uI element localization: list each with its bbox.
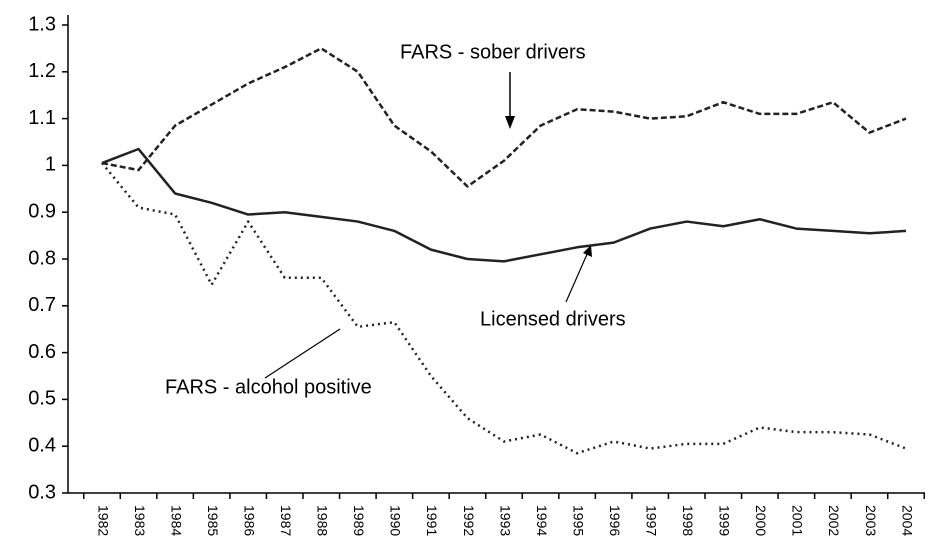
y-tick-label: 1.2 [28,60,56,82]
x-tick-label: 1989 [351,505,367,536]
y-tick-label: 1 [45,154,56,176]
x-tick-label: 1986 [241,505,257,536]
annotation: FARS - sober drivers [400,41,586,63]
x-tick-label: 1998 [680,505,696,536]
y-tick-label: 0.7 [28,294,56,316]
x-tick-label: 2000 [753,505,769,536]
series-line [101,47,907,188]
x-tick-label: 2003 [863,505,879,536]
x-tick-label: 1987 [278,505,294,536]
x-tick-label: 2002 [826,505,842,536]
y-tick-label: 0.3 [28,481,56,503]
y-tick-label: 1.3 [28,13,56,35]
x-tick-label: 1985 [205,505,221,536]
series-line [101,162,907,455]
x-tick-label: 1984 [168,505,184,536]
x-tick-label: 1999 [717,505,733,536]
y-tick-label: 0.8 [28,247,56,269]
x-tick-label: 1982 [95,505,111,536]
x-tick-label: 1996 [607,505,623,536]
x-tick-label: 2004 [899,505,915,536]
x-tick-label: 1997 [643,505,659,536]
x-tick-label: 1991 [424,505,440,536]
x-tick-label: 1988 [315,505,331,536]
x-tick-label: 2001 [790,505,806,536]
x-tick-label: 1993 [497,505,513,536]
annotation: Licensed drivers [480,308,626,330]
x-tick-label: 1983 [132,505,148,536]
series-line [101,147,907,263]
arrow [565,251,589,303]
y-tick-label: 0.4 [28,434,56,456]
arrow-head [505,116,515,129]
y-tick-label: 0.5 [28,388,56,410]
x-tick-label: 1994 [534,505,550,536]
annotation: FARS - alcohol positive [165,376,372,398]
arrow [264,328,341,379]
x-tick-label: 1990 [388,505,404,536]
x-tick-label: 1992 [461,505,477,536]
x-tick-label: 1995 [570,505,586,536]
arrow-head [583,245,592,257]
y-tick-label: 0.9 [28,200,56,222]
y-tick-label: 1.1 [28,107,56,129]
y-tick-label: 0.6 [28,341,56,363]
